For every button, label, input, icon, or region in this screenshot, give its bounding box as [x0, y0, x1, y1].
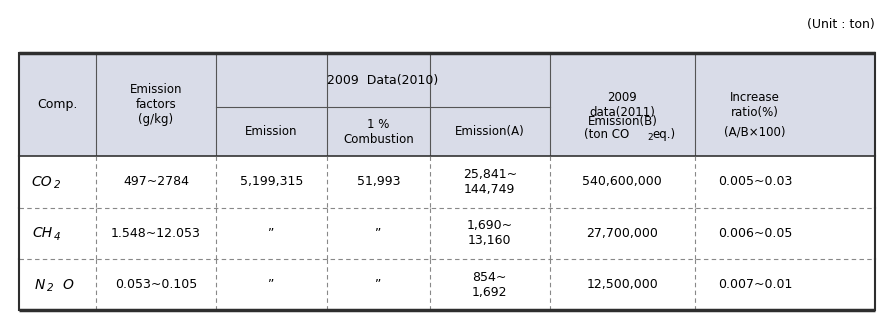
Text: 497~2784: 497~2784	[123, 175, 189, 188]
Text: 1,690~
13,160: 1,690~ 13,160	[466, 219, 512, 247]
Text: (A/B×100): (A/B×100)	[724, 125, 786, 138]
Text: Emission(B): Emission(B)	[588, 115, 658, 128]
Text: 4: 4	[54, 232, 61, 241]
Text: 2009  Data(2010): 2009 Data(2010)	[327, 74, 438, 87]
Text: 5,199,315: 5,199,315	[240, 175, 304, 188]
Text: ”: ”	[268, 278, 274, 291]
Text: 27,700,000: 27,700,000	[587, 227, 658, 240]
Text: 540,600,000: 540,600,000	[582, 175, 662, 188]
Text: 0.007~0.01: 0.007~0.01	[718, 278, 792, 291]
Text: 0.005~0.03: 0.005~0.03	[718, 175, 792, 188]
Text: 2: 2	[47, 283, 54, 293]
Text: 854~
1,692: 854~ 1,692	[472, 271, 507, 299]
Text: 2009
data(2011): 2009 data(2011)	[589, 91, 655, 119]
Text: 2: 2	[54, 180, 61, 190]
Text: 0.006~0.05: 0.006~0.05	[718, 227, 792, 240]
Text: 12,500,000: 12,500,000	[587, 278, 658, 291]
Text: N: N	[35, 278, 45, 292]
Text: 1.548~12.053: 1.548~12.053	[111, 227, 201, 240]
Text: (ton CO: (ton CO	[584, 128, 629, 141]
Polygon shape	[19, 53, 874, 156]
Text: 51,993: 51,993	[357, 175, 400, 188]
Text: Increase
ratio(%): Increase ratio(%)	[730, 91, 780, 119]
Text: Emission(A): Emission(A)	[455, 125, 525, 138]
Text: ”: ”	[268, 227, 274, 240]
Text: CO: CO	[32, 175, 52, 189]
Text: O: O	[63, 278, 73, 292]
Text: (Unit : ton): (Unit : ton)	[807, 18, 874, 31]
Text: ”: ”	[375, 227, 381, 240]
Text: 0.053~0.105: 0.053~0.105	[115, 278, 197, 291]
Text: 2: 2	[647, 133, 652, 142]
Text: Emission: Emission	[245, 125, 297, 138]
Text: Emission
factors
(g/kg): Emission factors (g/kg)	[130, 83, 182, 126]
Text: 25,841~
144,749: 25,841~ 144,749	[463, 168, 517, 196]
Text: eq.): eq.)	[652, 128, 675, 141]
Text: 1 %
Combustion: 1 % Combustion	[343, 117, 414, 146]
Text: CH: CH	[32, 226, 52, 240]
Text: Comp.: Comp.	[37, 98, 78, 111]
Text: ”: ”	[375, 278, 381, 291]
